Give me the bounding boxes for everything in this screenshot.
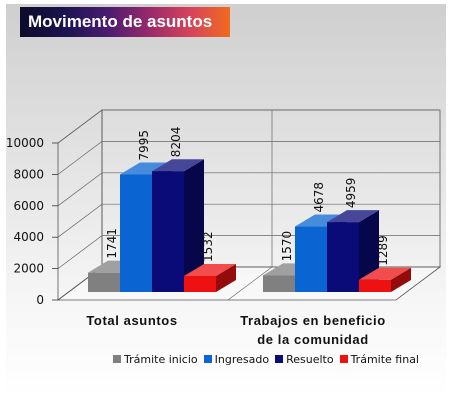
y-tick-label: 8000 xyxy=(13,167,44,181)
bar-side xyxy=(216,263,236,292)
legend-label: Trámite inicio xyxy=(124,352,198,366)
bar xyxy=(152,171,184,292)
floor-divider xyxy=(227,266,273,301)
y-tick-label: 2000 xyxy=(13,262,44,276)
x-category-label: Total asuntos xyxy=(86,313,177,328)
bar xyxy=(184,275,216,292)
data-label: 1289 xyxy=(376,235,390,266)
title-banner xyxy=(20,7,230,37)
bar-top xyxy=(184,263,236,276)
chart-panel xyxy=(6,4,446,396)
bar xyxy=(359,279,391,292)
bar-side xyxy=(184,159,204,292)
data-label: 1532 xyxy=(201,231,215,262)
legend-swatch xyxy=(339,355,348,363)
legend-item: Trámite final xyxy=(339,352,419,366)
bar-top xyxy=(120,162,172,175)
bar xyxy=(263,275,295,292)
gridline xyxy=(57,172,440,207)
data-label: 8204 xyxy=(169,127,183,158)
y-tick-label: 0 xyxy=(36,293,44,307)
bar-top xyxy=(359,267,411,280)
x-category-label: Trabajos en beneficio xyxy=(240,313,386,328)
bar xyxy=(88,272,120,292)
bar-side xyxy=(391,267,411,292)
legend-swatch xyxy=(113,355,121,363)
data-label: 7995 xyxy=(137,130,151,161)
legend-swatch xyxy=(203,355,212,363)
bar xyxy=(327,222,359,292)
data-label: 1570 xyxy=(280,231,294,262)
gridline xyxy=(57,203,440,238)
data-label: 4959 xyxy=(344,178,358,209)
bar xyxy=(295,226,327,292)
chart-title: Movimento de asuntos xyxy=(28,12,213,31)
legend-label: Ingresado xyxy=(214,352,270,366)
legend-label: Resuelto xyxy=(286,352,334,366)
data-label: 1741 xyxy=(105,228,119,259)
gridline xyxy=(57,109,440,144)
legend-item: Ingresado xyxy=(203,352,270,366)
gridline xyxy=(57,141,440,175)
x-category-label: de la comunidad xyxy=(257,332,369,347)
legend: Trámite inicio Ingresado Resuelto Trámite f… xyxy=(113,352,425,366)
bar-top xyxy=(327,210,379,223)
legend-label: Trámite final xyxy=(350,352,419,366)
y-tick-label: 10000 xyxy=(6,136,44,150)
bar-top xyxy=(152,159,204,172)
legend-item: Trámite inicio xyxy=(113,353,198,366)
bar xyxy=(120,174,152,292)
y-tick-label: 6000 xyxy=(13,199,44,213)
bar-top xyxy=(295,214,347,227)
y-tick-label: 4000 xyxy=(13,230,44,244)
legend-item: Resuelto xyxy=(275,353,334,366)
data-label: 4678 xyxy=(312,182,326,213)
legend-swatch xyxy=(275,355,284,363)
